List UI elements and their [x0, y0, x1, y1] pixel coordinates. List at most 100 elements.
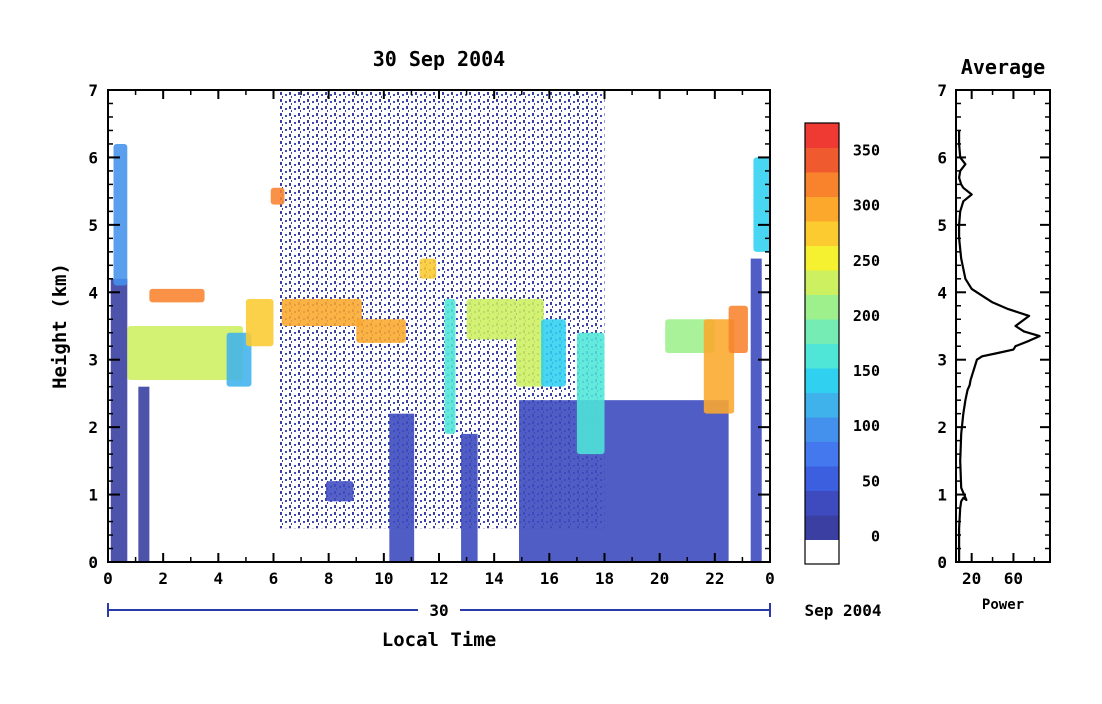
- low-echo-column-3: [461, 433, 478, 562]
- average-plot-frame: [955, 89, 1051, 563]
- colorbar-swatch: [805, 417, 839, 442]
- date-axis: 30 Sep 2004 Local Time: [107, 600, 882, 651]
- average-x-label: Power: [982, 597, 1024, 613]
- date-day-backdrop: [418, 600, 460, 620]
- cloud-layer-13: [576, 332, 605, 455]
- cloud-layer-7: [356, 319, 406, 343]
- low-echo-column-4: [518, 400, 729, 562]
- cloud-layer-14: [665, 319, 715, 353]
- cloud-layer-2: [149, 288, 205, 303]
- cloud-layer-8: [419, 258, 437, 279]
- cloud-layers: [113, 143, 770, 502]
- x-tick-label: 6: [269, 569, 279, 588]
- colorbar-swatch: [805, 319, 839, 344]
- colorbar: 0 50 100 150 200 250 300 350: [804, 122, 880, 565]
- colorbar-tick-label: 300: [853, 197, 880, 215]
- x-axis-label: Local Time: [382, 629, 496, 651]
- chart-title: 30 Sep 2004: [373, 47, 505, 71]
- date-axis-month-year: Sep 2004: [804, 601, 881, 620]
- colorbar-tick-label: 200: [853, 307, 880, 325]
- colorbar-swatch: [805, 294, 839, 320]
- x-tick-label: 12: [429, 569, 448, 588]
- colorbar-tick-label: 100: [853, 417, 880, 435]
- x-tick-label: 2: [158, 569, 168, 588]
- x-tick-label: 0: [103, 569, 113, 588]
- x-tick-label: 14: [485, 569, 504, 588]
- x-tick-label: 8: [324, 569, 334, 588]
- cloud-layer-10: [466, 299, 517, 340]
- y-axis: 0 1 2 3 4 5 6 7: [88, 81, 770, 572]
- colorbar-swatch: [805, 123, 839, 148]
- cloud-layer-6: [281, 299, 362, 326]
- x-tick-label: 22: [705, 569, 724, 588]
- colorbar-swatch: [805, 245, 839, 271]
- colorbar-swatch: [805, 392, 839, 418]
- y-tick-label: 3: [88, 351, 98, 370]
- cloud-layer-16: [728, 305, 748, 353]
- cloud-layer-11: [516, 299, 544, 387]
- cloud-layer-3: [226, 332, 252, 387]
- colorbar-swatch: [805, 490, 839, 516]
- low-echo-columns: [110, 258, 762, 562]
- date-axis-day: 30: [429, 601, 448, 620]
- colorbar-tick-label: 0: [871, 527, 880, 545]
- y-tick-label: 6: [88, 148, 98, 167]
- x-tick-label: 20: [650, 569, 669, 588]
- low-echo-column-0: [110, 278, 128, 562]
- y-tick-label: 4: [88, 283, 98, 302]
- average-title: Average: [961, 55, 1045, 79]
- cloud-layer-0: [113, 143, 128, 286]
- colorbar-swatch: [805, 343, 839, 369]
- colorbar-swatch: [805, 515, 839, 540]
- low-echo-column-2: [389, 413, 415, 562]
- average-power-line: [958, 130, 1041, 562]
- average-y-axis: 0 1 2 3 4 5 6 7: [937, 81, 1050, 572]
- colorbar-frame: [804, 122, 840, 565]
- colorbar-swatch: [805, 368, 839, 393]
- cloud-layer-5: [270, 187, 285, 205]
- cloud-layer-1: [127, 326, 244, 380]
- x-tick-label: 4: [214, 569, 224, 588]
- colorbar-swatch: [805, 147, 839, 173]
- cloud-layer-17: [753, 157, 770, 252]
- colorbar-swatch: [805, 172, 839, 197]
- average-x-tick-label: 60: [1004, 569, 1023, 588]
- x-tick-label: 10: [374, 569, 393, 588]
- x-axis: 0 2 4 6 8 10 12 14 16 18 20 22 0: [103, 90, 775, 588]
- low-echo-column-1: [138, 386, 150, 562]
- x-tick-label: 18: [595, 569, 614, 588]
- average-y-tick-label: 0: [937, 553, 947, 572]
- colorbar-swatch: [805, 270, 839, 295]
- average-y-tick-label: 5: [937, 216, 947, 235]
- cloud-layer-18: [325, 481, 354, 502]
- colorbar-swatch: [805, 196, 839, 222]
- y-tick-label: 2: [88, 418, 98, 437]
- average-x-axis: 20 60: [962, 90, 1036, 588]
- average-x-tick-label: 20: [962, 569, 981, 588]
- average-y-tick-label: 7: [937, 81, 947, 100]
- y-tick-label: 1: [88, 486, 98, 505]
- cloud-layer-15: [703, 319, 735, 414]
- y-tick-label: 0: [88, 553, 98, 572]
- colorbar-tick-label: 50: [862, 472, 880, 490]
- colorbar-tick-label: 350: [853, 142, 880, 160]
- cloud-layer-9: [444, 299, 456, 434]
- colorbar-swatch: [805, 221, 839, 246]
- colorbar-swatch: [805, 539, 839, 565]
- cloud-layer-4: [245, 299, 274, 347]
- y-axis-label: Height (km): [49, 263, 71, 389]
- x-tick-label: 16: [540, 569, 559, 588]
- colorbar-swatch: [805, 441, 839, 467]
- average-y-tick-label: 1: [937, 486, 947, 505]
- colorbar-tick-label: 250: [853, 252, 880, 270]
- average-y-tick-label: 4: [937, 283, 947, 302]
- average-y-tick-label: 3: [937, 351, 947, 370]
- low-echo-column-5: [750, 258, 762, 562]
- average-y-tick-label: 6: [937, 148, 947, 167]
- x-tick-label: 0: [765, 569, 775, 588]
- average-y-tick-label: 2: [937, 418, 947, 437]
- colorbar-swatch: [805, 466, 839, 491]
